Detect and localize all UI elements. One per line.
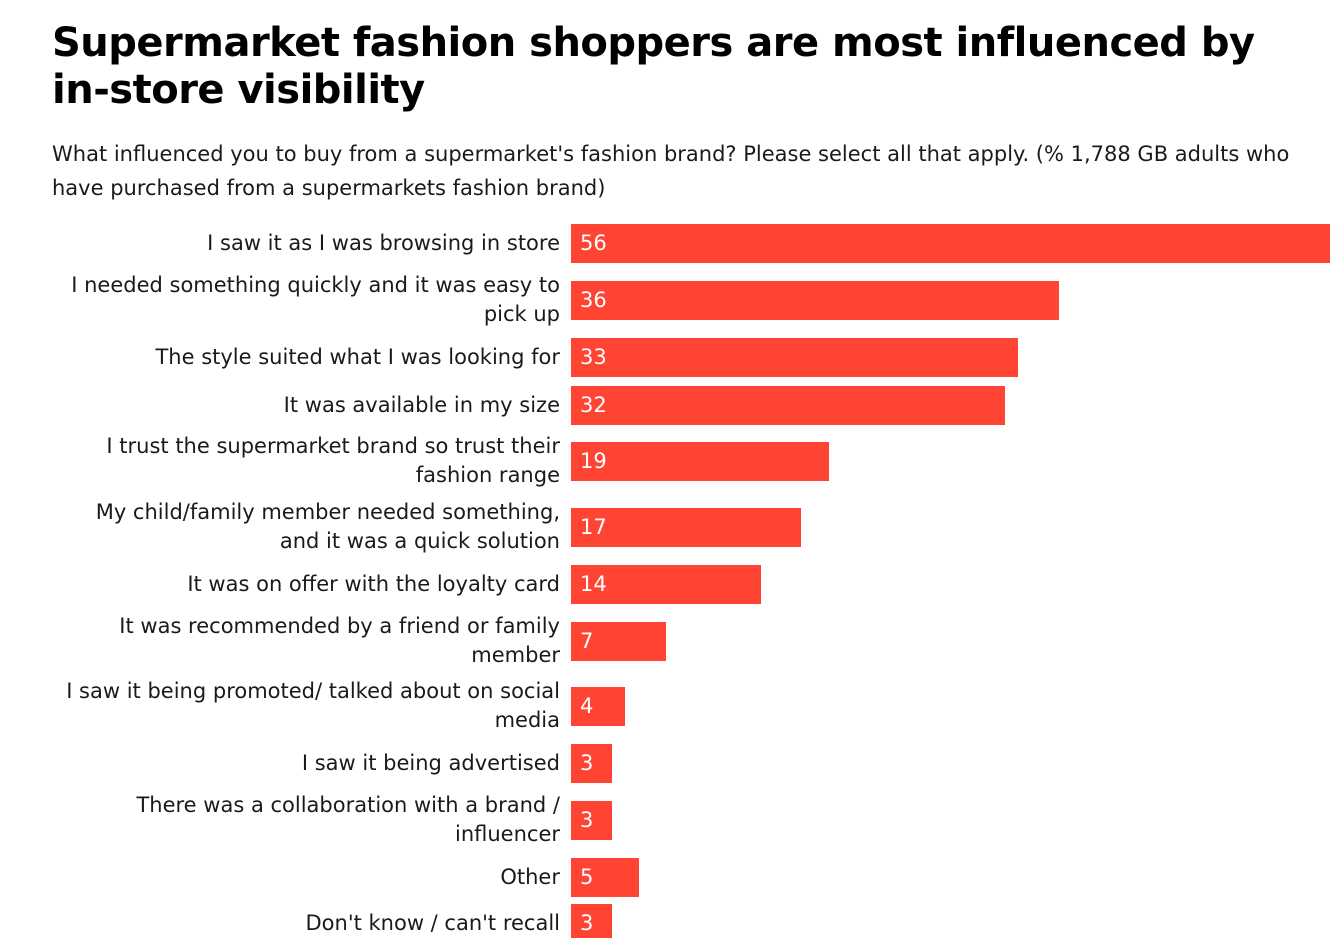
category-label: It was available in my size (283, 392, 560, 417)
bar-value-label: 3 (580, 807, 594, 832)
bar (571, 441, 829, 481)
category-label: It was recommended by a friend or family… (119, 614, 560, 667)
category-label: There was a collaboration with a brand /… (136, 793, 560, 846)
bar-value-label: 14 (580, 571, 607, 596)
bar-value-label: 17 (580, 514, 607, 539)
category-label: I saw it being promoted/ talked about on… (66, 679, 560, 732)
bar-value-label: 7 (580, 628, 594, 653)
bar-value-label: 19 (580, 448, 607, 473)
bar (571, 686, 626, 726)
chart-subtitle: What influenced you to buy from a superm… (52, 142, 1290, 200)
bar-value-label: 56 (580, 230, 607, 255)
bar (571, 337, 1019, 377)
bar-value-label: 32 (580, 392, 607, 417)
bar-value-label: 36 (580, 287, 607, 312)
bar (571, 743, 612, 783)
bar (571, 507, 802, 547)
bar-value-label: 4 (580, 693, 594, 718)
bar (571, 621, 666, 661)
bar (571, 857, 639, 897)
bar-value-label: 5 (580, 864, 594, 889)
bar-value-label: 3 (580, 750, 594, 775)
category-label: I saw it as I was browsing in store (207, 230, 560, 255)
bar (571, 280, 1059, 320)
bar-value-label: 3 (580, 910, 594, 935)
bar (571, 564, 761, 604)
category-label: I saw it being advertised (301, 750, 560, 775)
bar (571, 903, 612, 938)
bar-value-label: 33 (580, 344, 607, 369)
category-label: It was on offer with the loyalty card (187, 571, 560, 596)
category-label: Don't know / can't recall (305, 910, 560, 935)
category-label: I needed something quickly and it was ea… (71, 273, 560, 326)
bar (571, 223, 1330, 263)
bar (571, 385, 1005, 425)
bar (571, 800, 612, 840)
chart-title: Supermarket fashion shoppers are most in… (52, 20, 1255, 113)
category-label: Other (500, 864, 560, 889)
category-label: The style suited what I was looking for (155, 344, 560, 369)
category-label: My child/family member needed something,… (95, 500, 560, 553)
category-label: I trust the supermarket brand so trust t… (106, 434, 560, 487)
